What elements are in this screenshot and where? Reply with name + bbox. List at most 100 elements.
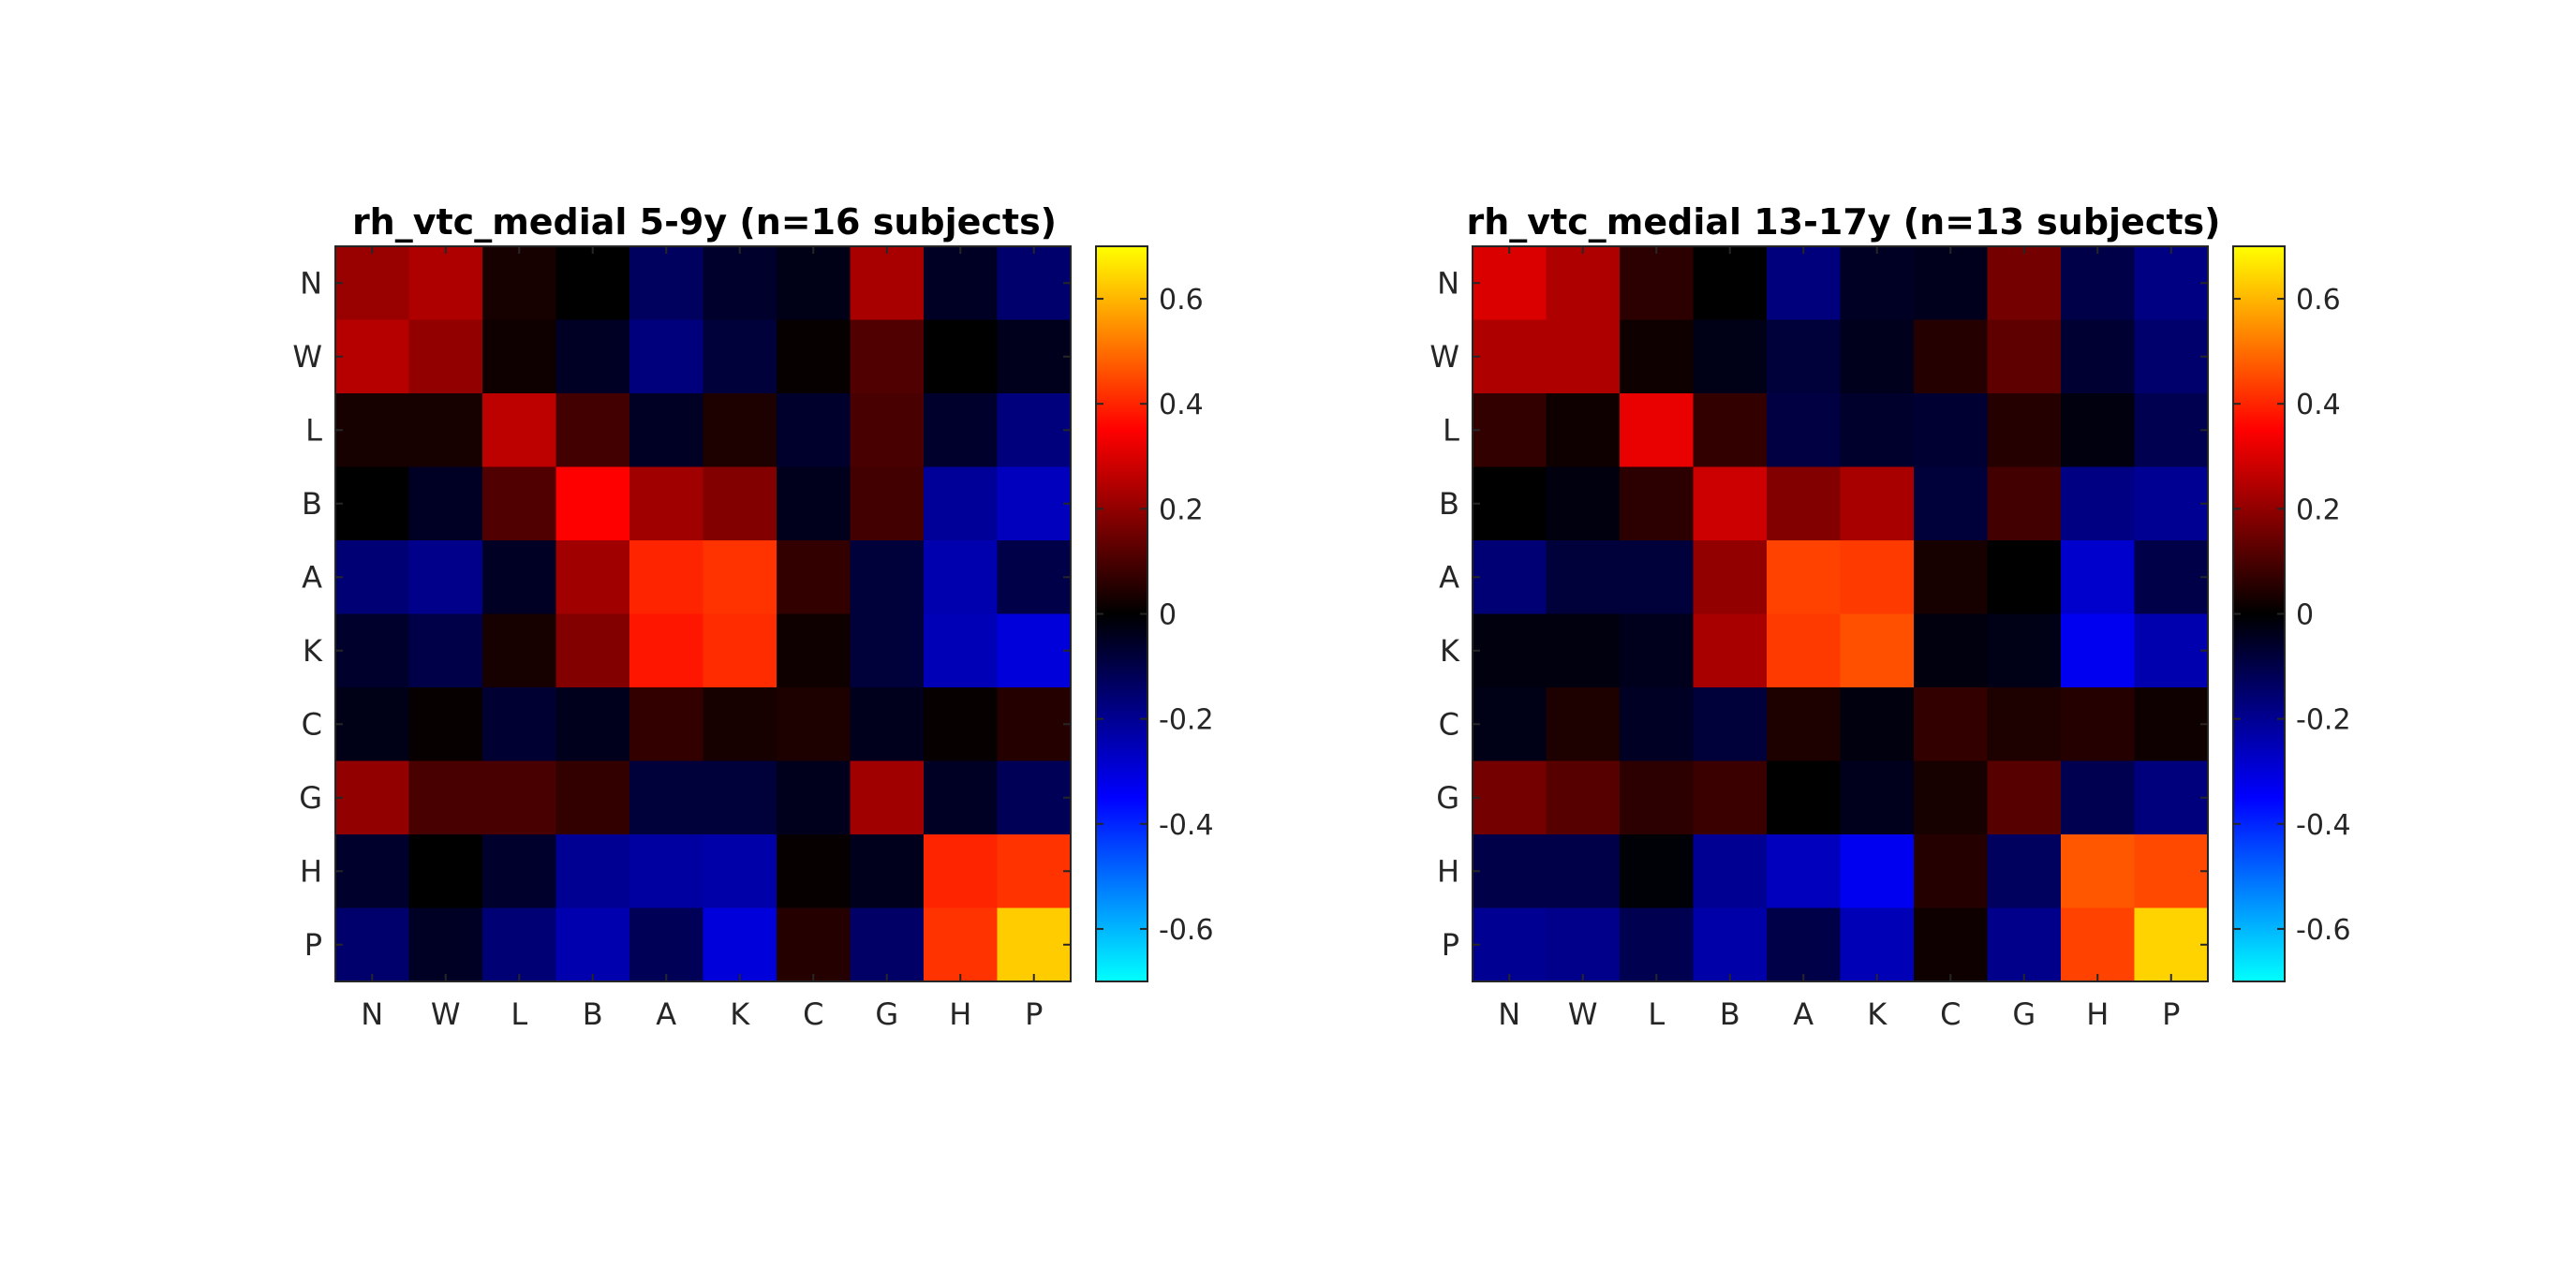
x-tick-label: G [2012,996,2036,1032]
heatmap-cell-K-H [2061,613,2136,688]
y-tick-labels: N W L B A K C G H P [292,265,1071,963]
heatmap-cell-C-G [1987,687,2062,762]
heatmap-cell-H-B [1693,834,1768,909]
heatmap-cell-H-W [1546,834,1621,909]
heatmap-cell-L-N [1473,393,1547,468]
heatmap-cell-C-C [777,687,851,762]
heatmap-cell-K-G [850,613,925,688]
heatmap-cell-K-A [629,613,704,688]
heatmap-cell-H-B [555,834,630,909]
y-tick-label: L [305,412,322,448]
heatmap-cell-W-G [850,319,925,394]
heatmap-cell-A-C [1914,540,1989,615]
heatmap-cell-H-P [2134,834,2209,909]
heatmap-cell-P-C [777,907,851,982]
heatmap-cell-C-W [1546,687,1621,762]
heatmap-cell-G-H [2061,760,2136,835]
heatmap-cell-K-L [1620,613,1695,688]
heatmap-cell-G-B [1693,760,1768,835]
heatmap-cell-N-K [1840,246,1915,321]
heatmap-cell-G-G [1987,760,2062,835]
heatmap-cell-K-W [1546,613,1621,688]
heatmap-cell-W-H [924,319,999,394]
x-tick-label: N [361,996,383,1032]
heatmap-cells [335,246,1072,982]
y-tick-label: A [1439,559,1459,595]
heatmap-cell-P-G [850,907,925,982]
heatmap-cell-B-C [1914,466,1989,541]
heatmap-cell-N-N [1473,246,1547,321]
heatmap-cell-N-G [850,246,925,321]
heatmap-cell-B-B [1693,466,1768,541]
heatmap-cell-C-K [1840,687,1915,762]
heatmap-cell-C-L [482,687,557,762]
heatmap-cell-H-A [629,834,704,909]
heatmap-cell-P-W [1546,907,1621,982]
heatmap-cell-W-L [1620,319,1695,394]
heatmap-cell-N-B [555,246,630,321]
heatmap-cell-H-G [850,834,925,909]
colorbar: -0.6 -0.4 -0.2 0 0.2 0.4 0.6 [1095,245,1214,982]
heatmap-cell-P-N [1473,907,1547,982]
x-tick-label: L [511,996,527,1032]
y-tick-label: N [300,265,322,301]
colorbar-tick-label: 0.6 [2296,284,2341,317]
heatmap-cell-N-A [1767,246,1842,321]
heatmap-cell-W-P [2134,319,2209,394]
heatmap-cell-P-K [703,907,777,982]
heatmap-cell-N-W [408,246,483,321]
heatmap-cell-B-L [482,466,557,541]
heatmap-cell-G-W [1546,760,1621,835]
heatmap-cell-C-B [1693,687,1768,762]
colorbar-tick-label: -0.2 [1159,704,1214,737]
colorbar-tick-label: 0 [1159,599,1177,632]
heatmap-cell-C-H [2061,687,2136,762]
heatmap-cell-G-K [703,760,777,835]
heatmap-cell-P-L [1620,907,1695,982]
heatmap-cell-K-P [997,613,1072,688]
heatmap-cell-L-H [2061,393,2136,468]
heatmap-cell-L-L [1620,393,1695,468]
heatmap-cell-G-L [1620,760,1695,835]
heatmap-cell-K-G [1987,613,2062,688]
heatmap-cell-P-P [2134,907,2209,982]
y-tick-label: L [1443,412,1459,448]
heatmap-cell-A-A [1767,540,1842,615]
heatmap-cell-B-G [1987,466,2062,541]
heatmap-cell-L-L [482,393,557,468]
heatmap-cell-A-P [997,540,1072,615]
y-tick-label: A [302,559,322,595]
x-tick-label: G [875,996,898,1032]
heatmap-cell-A-L [482,540,557,615]
heatmap-cell-G-G [850,760,925,835]
heatmap-cell-C-K [703,687,777,762]
heatmap-cell-P-K [1840,907,1915,982]
x-tick-label: P [1025,996,1043,1032]
heatmap-cell-P-N [335,907,410,982]
heatmap-cell-K-K [703,613,777,688]
heatmap-cell-W-B [555,319,630,394]
y-tick-label: G [299,780,322,816]
heatmap-cell-P-C [1914,907,1989,982]
heatmap-cell-A-A [629,540,704,615]
heatmap-cell-K-C [1914,613,1989,688]
heatmap-cell-B-B [555,466,630,541]
heatmap-cell-W-K [703,319,777,394]
heatmap-cell-A-G [850,540,925,615]
heatmap-cell-W-A [1767,319,1842,394]
heatmap-cell-C-H [924,687,999,762]
heatmap-cell-B-P [997,466,1072,541]
heatmap-cell-H-L [482,834,557,909]
colorbar-tick-label: -0.2 [2296,704,2351,737]
heatmap-cell-A-N [335,540,410,615]
heatmap-cell-W-P [997,319,1072,394]
heatmap-cell-C-N [1473,687,1547,762]
heatmap-cell-B-W [1546,466,1621,541]
plot-frame [334,245,1072,982]
heatmap-cell-N-H [924,246,999,321]
heatmap-cell-W-W [1546,319,1621,394]
heatmap-cell-H-N [335,834,410,909]
heatmap-cell-C-A [629,687,704,762]
heatmap-cell-B-K [703,466,777,541]
heatmap-cell-K-H [924,613,999,688]
